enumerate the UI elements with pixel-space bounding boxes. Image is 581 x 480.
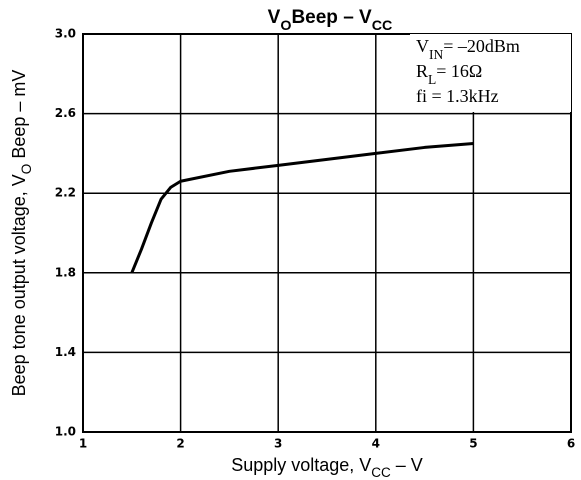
y-axis-label: Beep tone output voltage, VO Beep – mV (9, 70, 34, 397)
annotation: fi = 1.3kHz (416, 86, 499, 106)
y-tick-label: 1.0 (55, 425, 76, 439)
subscript: O (280, 18, 291, 34)
subscript: L (428, 72, 436, 87)
text-part: Beep tone output voltage, V (9, 174, 29, 396)
x-tick-label: 1 (79, 437, 87, 451)
subscript: CC (372, 18, 393, 34)
text-part: R (416, 61, 428, 81)
x-tick-label: 4 (372, 437, 380, 451)
subscript: CC (371, 465, 391, 480)
y-tick-label: 3.0 (55, 27, 76, 41)
text-part: = –20dBm (443, 36, 520, 56)
data-line (130, 141, 474, 274)
subscript: IN (429, 47, 443, 62)
y-tick-label: 1.8 (55, 265, 76, 279)
x-tick-label: 5 (469, 437, 477, 451)
text-part: V (416, 36, 429, 56)
text-part: V (268, 7, 281, 28)
text-part: fi = 1.3kHz (416, 86, 499, 106)
x-tick-label: 6 (567, 437, 575, 451)
y-tick-label: 2.2 (55, 186, 76, 200)
text-part: = 16Ω (436, 61, 482, 81)
x-axis-label: Supply voltage, VCC – V (231, 455, 423, 480)
y-tick-label: 2.6 (55, 106, 76, 120)
annotation-box (410, 34, 571, 112)
x-tick-label: 3 (274, 437, 282, 451)
annotation: RL= 16Ω (416, 61, 482, 86)
x-tick-label: 2 (176, 437, 184, 451)
y-tick-label: 1.4 (55, 345, 76, 359)
text-part: Supply voltage, V (231, 455, 371, 475)
text-part: Beep – mV (9, 70, 29, 164)
text-part: Beep – V (291, 7, 372, 28)
annotation: VIN= –20dBm (416, 36, 520, 61)
subscript: O (19, 164, 34, 175)
text-part: – V (391, 455, 423, 475)
chart-title: VOBeep – VCC (268, 7, 393, 34)
